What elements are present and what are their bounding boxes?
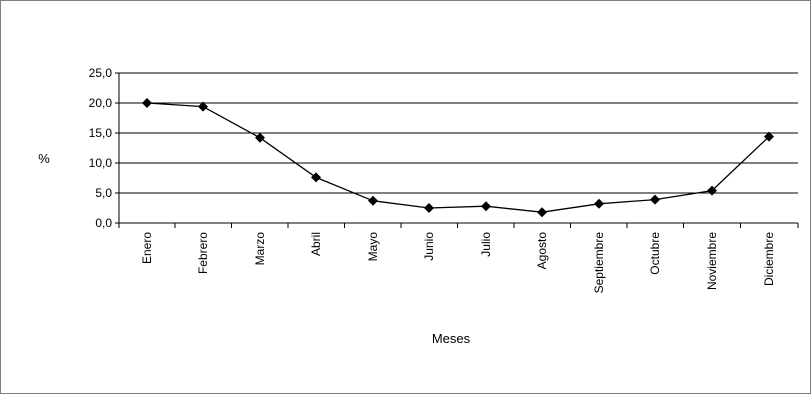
- series-polyline: [146, 102, 770, 213]
- x-tick-labels: Enero Febrero Marzo Abril Mayo Junio Julio Agos…: [140, 232, 776, 294]
- data-points: [142, 98, 774, 218]
- data-point: [594, 198, 604, 209]
- x-tick-label: Mayo: [366, 232, 380, 262]
- data-point: [198, 101, 208, 112]
- y-axis-label: %: [38, 151, 50, 166]
- x-tick-label: Julio: [479, 232, 493, 257]
- data-point: [650, 194, 660, 205]
- y-tick-labels: 0,0 5,0 10,0 15,0 20,0 25,0: [89, 66, 113, 230]
- x-tick-label: Abril: [309, 232, 323, 256]
- data-point: [537, 207, 547, 218]
- x-tick-label: Agosto: [535, 232, 549, 270]
- data-point: [255, 132, 265, 143]
- data-point: [481, 201, 491, 212]
- data-point: [764, 131, 774, 142]
- gridlines: [119, 72, 798, 194]
- y-tick-label: 0,0: [95, 216, 112, 230]
- x-tick-label: Septiembre: [592, 232, 606, 294]
- axes: [115, 72, 799, 228]
- y-tick-label: 10,0: [89, 156, 113, 170]
- x-tick-label: Enero: [140, 232, 154, 264]
- series-line: [146, 102, 770, 213]
- data-point: [707, 185, 717, 196]
- x-tick-label: Noviembre: [705, 232, 719, 290]
- data-point: [142, 98, 152, 108]
- x-tick-label: Febrero: [196, 232, 210, 274]
- data-point: [424, 203, 434, 213]
- data-point: [368, 195, 378, 206]
- y-tick-label: 15,0: [89, 126, 113, 140]
- y-tick-label: 20,0: [89, 96, 113, 110]
- data-point: [311, 172, 321, 183]
- x-tick-label: Octubre: [648, 232, 662, 275]
- y-tick-label: 25,0: [89, 66, 113, 80]
- x-tick-label: Diciembre: [762, 232, 776, 286]
- y-tick-label: 5,0: [95, 186, 112, 200]
- x-tick-label: Junio: [422, 232, 436, 261]
- x-tick-label: Marzo: [253, 232, 267, 266]
- x-axis-label: Meses: [432, 331, 471, 346]
